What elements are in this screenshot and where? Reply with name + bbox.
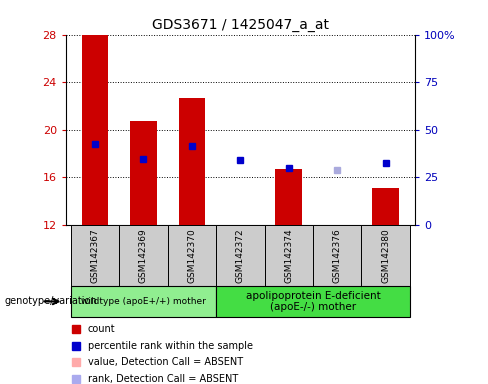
FancyBboxPatch shape: [362, 225, 410, 286]
Text: GSM142374: GSM142374: [285, 228, 293, 283]
Bar: [372, 188, 399, 225]
Text: percentile rank within the sample: percentile rank within the sample: [88, 341, 253, 351]
Text: GSM142370: GSM142370: [187, 228, 196, 283]
Bar: [179, 98, 205, 225]
Bar: [275, 169, 302, 225]
FancyBboxPatch shape: [313, 225, 362, 286]
FancyBboxPatch shape: [119, 225, 168, 286]
Text: apolipoprotein E-deficient
(apoE-/-) mother: apolipoprotein E-deficient (apoE-/-) mot…: [245, 291, 381, 312]
Bar: [130, 121, 157, 225]
Text: GSM142367: GSM142367: [90, 228, 100, 283]
FancyBboxPatch shape: [71, 225, 119, 286]
Text: genotype/variation: genotype/variation: [5, 296, 98, 306]
Text: GSM142369: GSM142369: [139, 228, 148, 283]
Text: GSM142376: GSM142376: [333, 228, 342, 283]
Text: rank, Detection Call = ABSENT: rank, Detection Call = ABSENT: [88, 374, 238, 384]
FancyBboxPatch shape: [168, 225, 216, 286]
FancyBboxPatch shape: [71, 286, 216, 317]
Text: count: count: [88, 324, 116, 334]
FancyBboxPatch shape: [264, 225, 313, 286]
Text: GSM142372: GSM142372: [236, 228, 245, 283]
Title: GDS3671 / 1425047_a_at: GDS3671 / 1425047_a_at: [152, 18, 329, 32]
Text: wildtype (apoE+/+) mother: wildtype (apoE+/+) mother: [81, 297, 206, 306]
Text: value, Detection Call = ABSENT: value, Detection Call = ABSENT: [88, 358, 243, 367]
Bar: [81, 35, 108, 225]
FancyBboxPatch shape: [216, 225, 264, 286]
Text: GSM142380: GSM142380: [381, 228, 390, 283]
FancyBboxPatch shape: [216, 286, 410, 317]
